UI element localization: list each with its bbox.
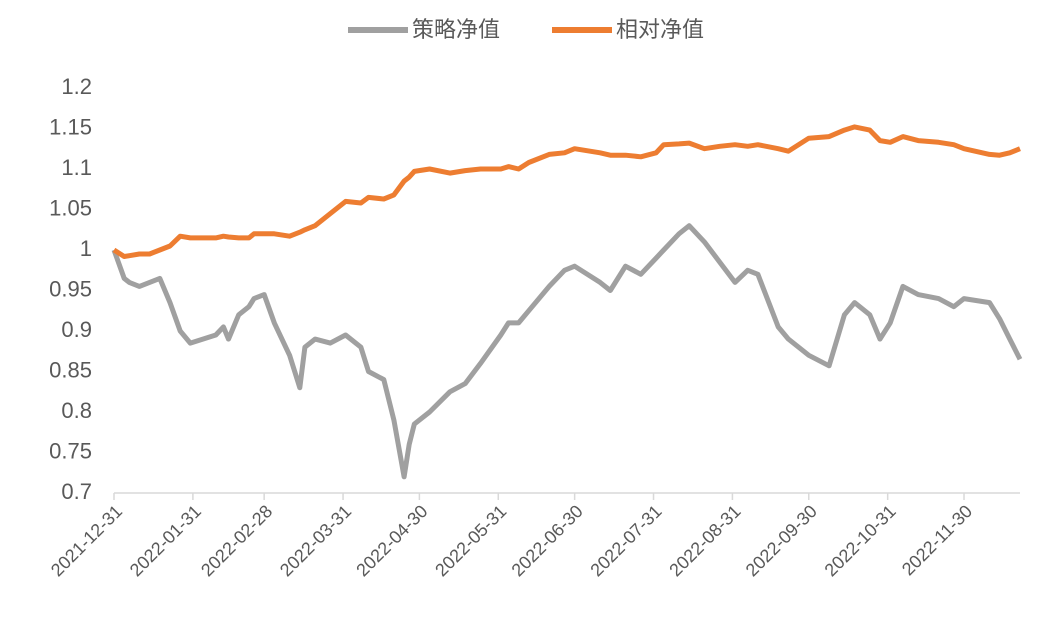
x-tick-label: 2022-11-30	[898, 501, 976, 579]
y-tick-label: 1.05	[49, 195, 92, 220]
x-tick-label: 2022-03-31	[276, 501, 355, 580]
y-tick-label: 0.9	[61, 317, 92, 342]
legend-label: 相对净值	[616, 17, 704, 42]
x-tick-label: 2022-10-31	[821, 501, 900, 580]
x-tick-label: 2022-05-31	[431, 501, 510, 580]
legend-label: 策略净值	[412, 17, 500, 42]
y-tick-label: 1.2	[61, 74, 92, 99]
x-tick-label: 2022-02-28	[197, 501, 276, 580]
y-tick-label: 1.15	[49, 114, 92, 139]
y-tick-label: 0.85	[49, 357, 92, 382]
y-tick-label: 0.7	[61, 479, 92, 504]
y-tick-label: 1	[80, 236, 92, 261]
x-tick-label: 2022-01-31	[126, 501, 205, 580]
x-tick-label: 2022-08-31	[665, 501, 744, 580]
x-tick-label: 2021-12-31	[47, 501, 126, 580]
x-tick-label: 2022-09-30	[742, 501, 821, 580]
x-tick-label: 2022-07-31	[586, 501, 665, 580]
series-line	[112, 124, 1021, 259]
y-tick-label: 1.1	[61, 155, 92, 180]
y-tick-label: 0.8	[61, 398, 92, 423]
x-tick-label: 2022-04-30	[352, 501, 431, 580]
y-tick-label: 0.75	[49, 438, 92, 463]
series-line	[111, 223, 1023, 480]
y-tick-label: 0.95	[49, 276, 92, 301]
x-tick-label: 2022-06-30	[508, 501, 587, 580]
